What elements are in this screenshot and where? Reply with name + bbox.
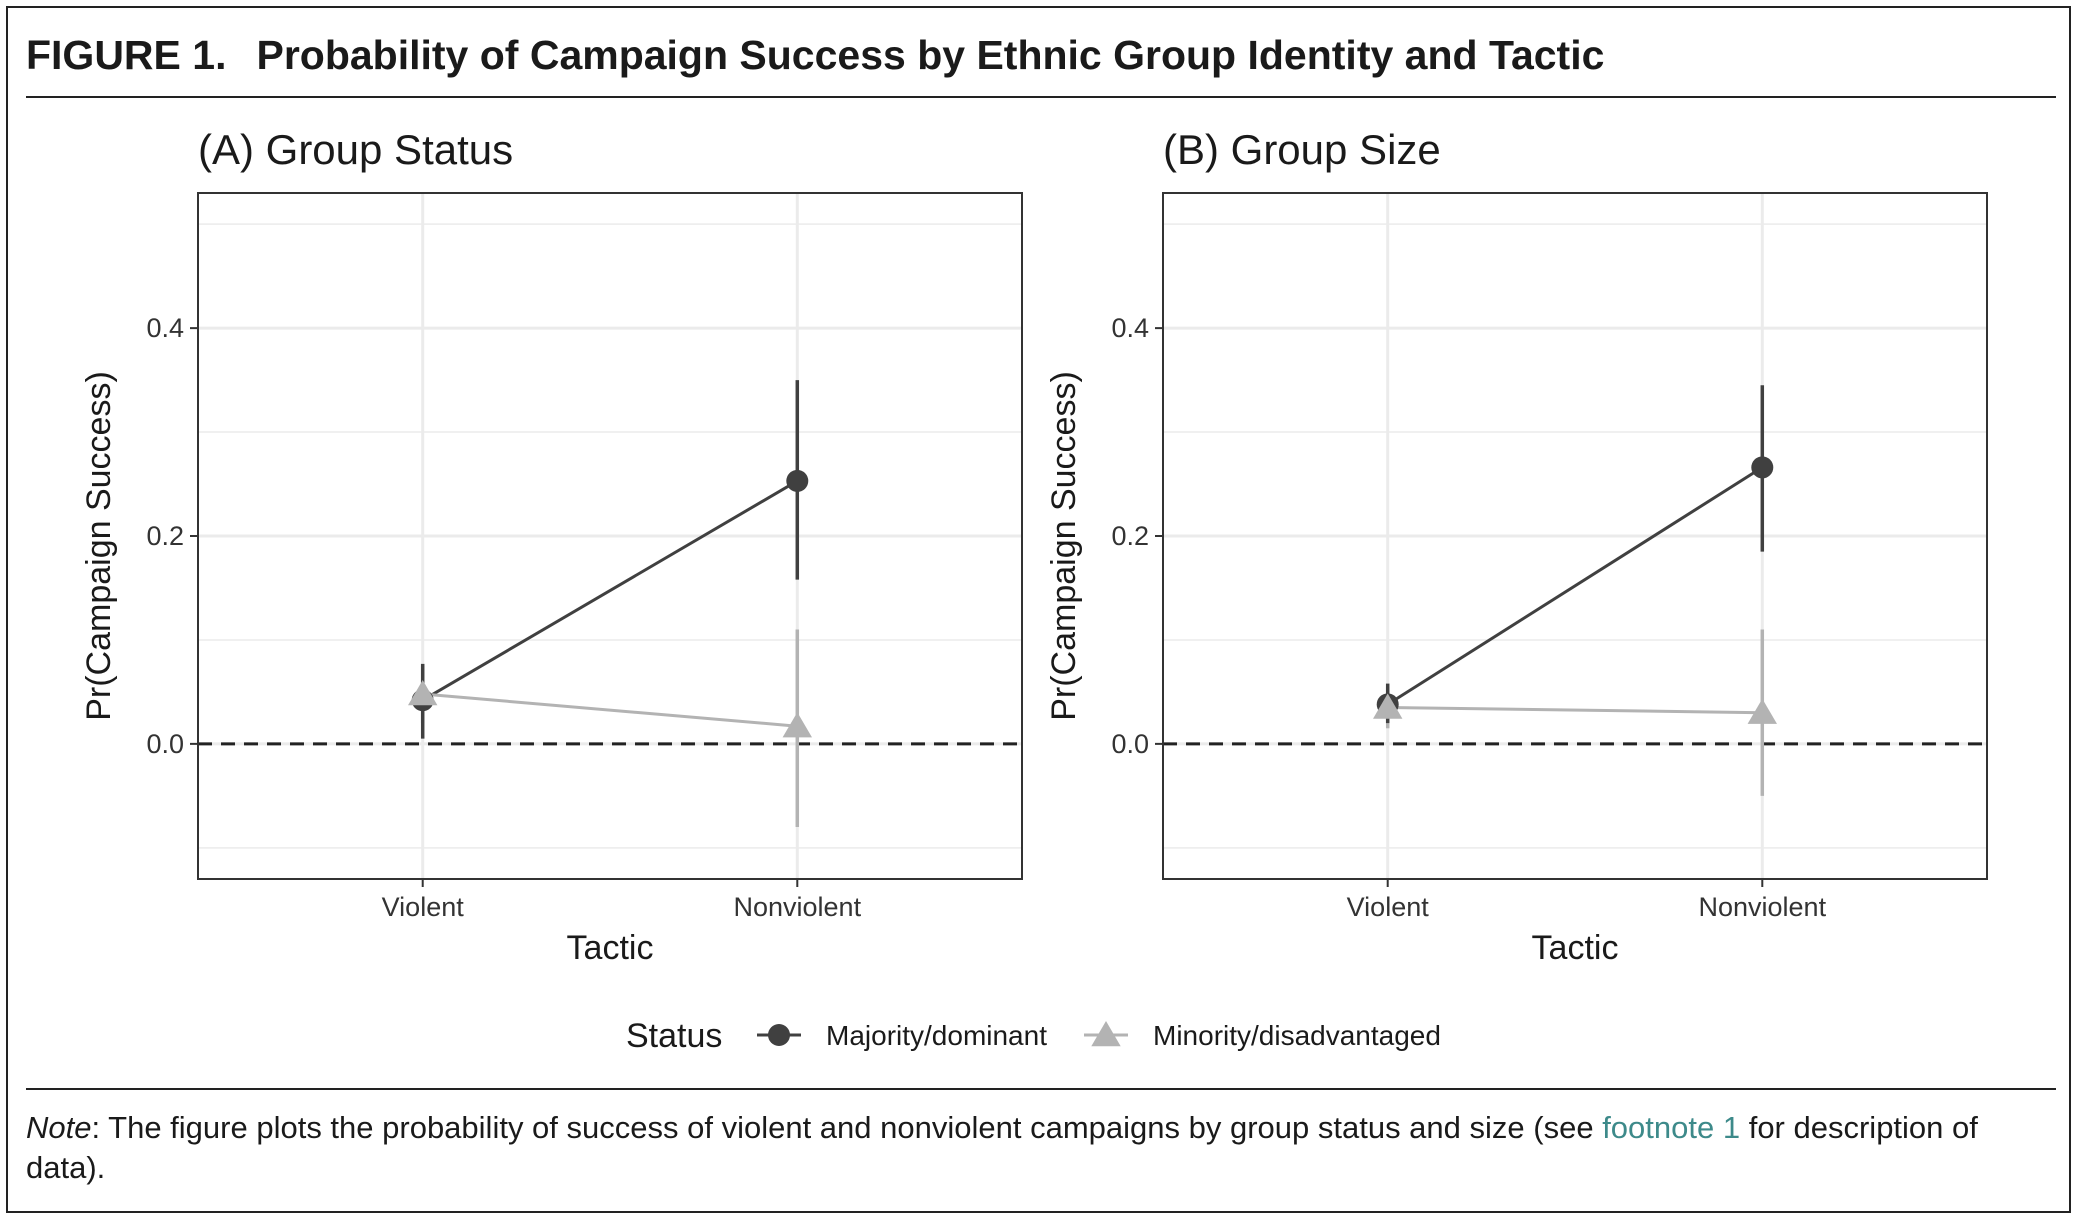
data-point-minority (1747, 698, 1777, 724)
series-line (421, 479, 799, 702)
x-tick-label: Nonviolent (1699, 892, 1827, 922)
x-tick-label: Violent (1347, 892, 1430, 922)
y-axis-title: Pr(Campaign Success) (80, 371, 118, 721)
note-text-before: : The figure plots the probability of su… (91, 1110, 1603, 1145)
footnote-link[interactable]: footnote 1 (1602, 1110, 1741, 1145)
title-rule (26, 96, 2056, 98)
series-line (1387, 706, 1763, 715)
note-lead: Note (26, 1110, 92, 1145)
chart: 0.0 0.2 0.4 Violent Nonviolent Tactic Pr(Campa… (80, 126, 1988, 1055)
x-tick-label: Violent (382, 892, 465, 922)
data-point-minority (408, 679, 438, 706)
panel-b: 0.0 0.2 0.4 Violent Nonviolent Tactic Pr(Campa… (1045, 126, 1988, 967)
y-tick-label: 0.4 (1111, 313, 1149, 343)
legend-key-marker-minority (1091, 1021, 1121, 1047)
x-tick-label: Nonviolent (734, 892, 862, 922)
data-point-minority (1373, 693, 1403, 719)
series-line (422, 692, 798, 728)
note-text-after: for description of data). (26, 1110, 1978, 1185)
data-point-majority (786, 469, 809, 492)
figure-label: FIGURE 1. (26, 32, 227, 78)
x-axis-title: Tactic (567, 929, 654, 967)
figure-title-text: Probability of Campaign Success by Ethni… (256, 32, 1605, 78)
legend-label-majority: Majority/dominant (826, 1020, 1047, 1051)
y-axis-title: Pr(Campaign Success) (1045, 371, 1083, 721)
panel-title: (B) Group Size (1163, 126, 1441, 173)
y-tick-label: 0.4 (146, 313, 184, 343)
panel-title: (A) Group Status (198, 126, 513, 173)
legend: Status Majority/dominant Minority/disadvan… (626, 1017, 1441, 1055)
panel-a: 0.0 0.2 0.4 Violent Nonviolent Tactic Pr(Campa… (80, 126, 1023, 967)
legend-title: Status (626, 1017, 722, 1055)
note-rule (26, 1088, 2056, 1090)
x-axis-title: Tactic (1532, 929, 1619, 967)
y-tick-label: 0.2 (1111, 521, 1149, 551)
legend-label-minority: Minority/disadvantaged (1153, 1020, 1441, 1051)
legend-key-marker-majority (768, 1024, 790, 1046)
y-tick-label: 0.2 (146, 521, 184, 551)
data-point-majority (1751, 456, 1774, 479)
data-point-minority (782, 712, 812, 738)
series-line (1386, 466, 1764, 706)
y-tick-label: 0.0 (1111, 729, 1149, 759)
figure-note: Note: The figure plots the probability o… (26, 1108, 2056, 1188)
y-tick-label: 0.0 (146, 729, 184, 759)
figure-title: FIGURE 1. Probability of Campaign Success… (26, 32, 1604, 79)
figure-frame (6, 6, 2071, 1213)
